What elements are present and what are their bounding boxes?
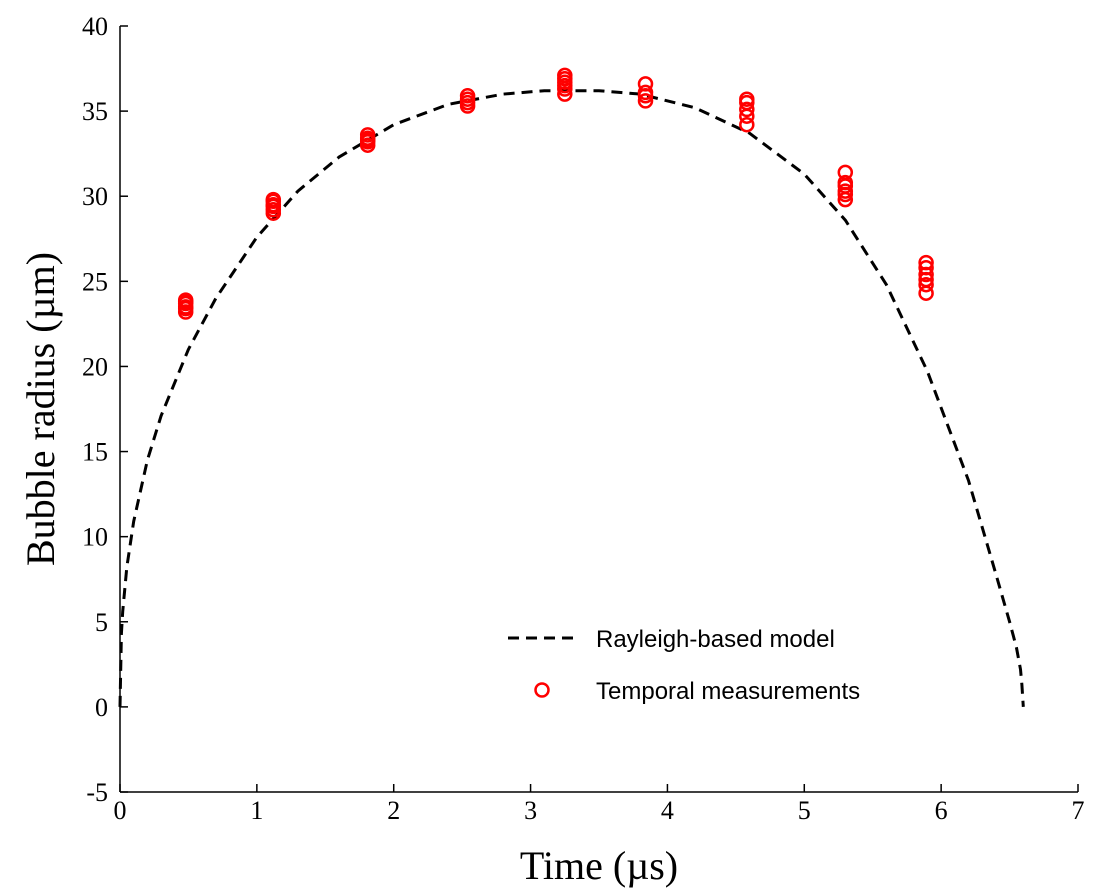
x-tick-label: 6	[935, 796, 948, 825]
x-tick-label: 3	[524, 796, 537, 825]
measurement-point	[739, 116, 755, 133]
measurement-point	[918, 259, 934, 276]
legend-measurement-swatch	[534, 682, 550, 698]
measurement-point	[637, 93, 654, 109]
x-axis-title: Time (µs)	[520, 843, 678, 888]
measurement-point	[359, 127, 376, 143]
measurement-point	[265, 191, 282, 208]
y-tick-label: 20	[82, 352, 108, 381]
measurement-points-group	[177, 67, 934, 320]
x-tick-label: 2	[387, 796, 400, 825]
x-tick-label: 1	[250, 796, 263, 825]
y-tick-label: 35	[82, 97, 108, 126]
y-tick-label: 15	[82, 438, 108, 467]
measurement-point	[637, 84, 654, 101]
y-tick-label: 40	[82, 12, 108, 41]
y-tick-label: 5	[95, 608, 108, 637]
legend: Rayleigh-based model Temporal measuremen…	[508, 626, 860, 705]
measurement-point	[177, 292, 194, 308]
measurement-point	[459, 88, 476, 104]
x-tick-label: 4	[661, 796, 674, 825]
x-tick-label: 7	[1072, 796, 1085, 825]
measurement-point	[739, 101, 755, 118]
y-tick-label: 10	[82, 523, 108, 552]
legend-model-label: Rayleigh-based model	[596, 626, 835, 653]
y-axis-title: Bubble radius (µm)	[18, 252, 63, 566]
y-tick-label: 25	[82, 267, 108, 296]
measurement-point	[637, 76, 654, 92]
measurement-point	[837, 164, 854, 181]
measurement-point	[739, 91, 755, 107]
y-tick-label: 30	[82, 182, 108, 211]
measurement-point	[918, 254, 934, 271]
measurement-point	[837, 174, 854, 191]
y-tick-label: -5	[86, 778, 108, 807]
measurement-point	[837, 183, 854, 199]
y-tick-label: 0	[95, 693, 108, 722]
x-tick-label: 5	[798, 796, 811, 825]
measurement-point	[918, 276, 934, 293]
x-tick-label: 0	[114, 796, 127, 825]
legend-measurement-label: Temporal measurements	[596, 678, 860, 705]
measurement-point	[557, 67, 573, 84]
